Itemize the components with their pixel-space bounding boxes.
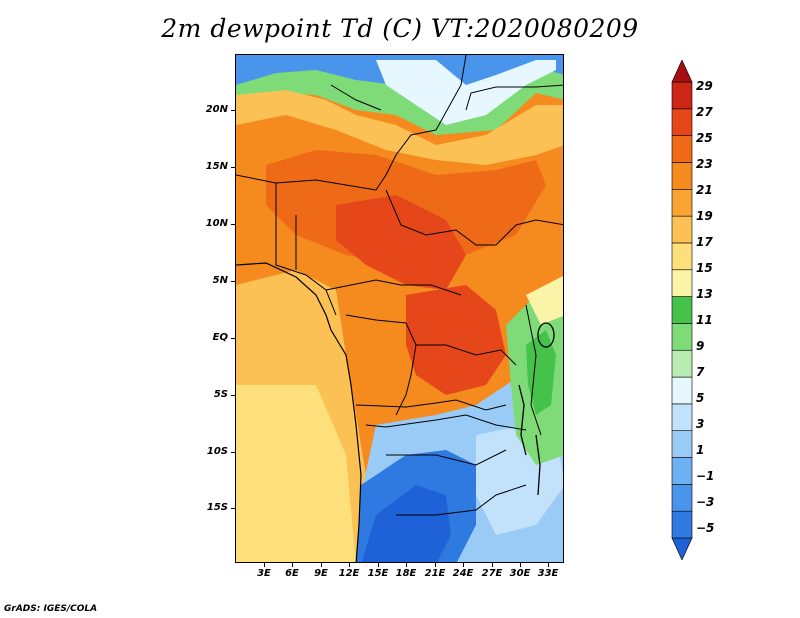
- lon-label: 15E: [367, 568, 389, 579]
- lon-label: 6E: [285, 568, 299, 579]
- colorbar-label: 13: [696, 287, 713, 301]
- colorbar-segment: [671, 537, 693, 561]
- lon-label: 3E: [257, 568, 271, 579]
- colorbar-label: −5: [696, 521, 715, 535]
- colorbar-segment: [671, 215, 693, 244]
- lon-tick: [492, 563, 493, 567]
- lon-tick: [435, 563, 436, 567]
- colorbar-label: 27: [696, 105, 713, 119]
- lat-label: 10S: [206, 446, 228, 457]
- lon-label: 12E: [338, 568, 360, 579]
- north-pale-band: [376, 60, 556, 125]
- lon-label: 30E: [509, 568, 531, 579]
- lat-tick: [231, 281, 235, 282]
- colorbar-segment: [671, 510, 693, 539]
- lat-tick: [231, 395, 235, 396]
- colorbar-segment: [671, 403, 693, 432]
- colorbar-label: 17: [696, 235, 713, 249]
- colorbar-label: 1: [696, 443, 705, 457]
- colorbar-segment: [671, 296, 693, 324]
- colorbar-segment: [671, 188, 693, 217]
- lakes: [518, 322, 555, 496]
- colorbar-label: 19: [696, 209, 713, 223]
- lon-tick: [378, 563, 379, 567]
- lat-label: 10N: [205, 218, 228, 229]
- lon-tick: [292, 563, 293, 567]
- lat-label: 15N: [205, 161, 228, 172]
- colorbar-label: 21: [696, 183, 713, 197]
- colorbar-label: 5: [696, 391, 705, 405]
- colorbar-segment: [671, 135, 693, 163]
- colorbar-label: 23: [696, 157, 713, 171]
- colorbar-label: 15: [696, 261, 713, 275]
- colorbar-label: 3: [696, 417, 705, 431]
- colorbar-segment: [671, 323, 693, 351]
- lon-label: 9E: [314, 568, 328, 579]
- colorbar-segment: [671, 108, 693, 136]
- colorbar-label: −1: [696, 469, 715, 483]
- hot-core-congo: [406, 285, 506, 395]
- north-yellow-band: [236, 90, 563, 165]
- colorbar-segment: [671, 59, 693, 83]
- lon-tick: [548, 563, 549, 567]
- colorbar-segment: [671, 81, 693, 110]
- lon-label: 21E: [424, 568, 446, 579]
- lon-tick: [463, 563, 464, 567]
- lon-tick: [520, 563, 521, 567]
- country-borders: [236, 55, 563, 516]
- lat-label: 5N: [212, 275, 228, 286]
- lat-tick: [231, 338, 235, 339]
- colorbar-label: 9: [696, 339, 705, 353]
- east-highlands-dark: [526, 330, 556, 415]
- lat-tick: [231, 224, 235, 225]
- colorbar-segment: [671, 430, 693, 458]
- colorbar-segment: [671, 349, 693, 378]
- lat-label: 20N: [205, 104, 228, 115]
- colorbar-segment: [671, 162, 693, 190]
- lat-label: 5S: [213, 389, 228, 400]
- colorbar-segment: [671, 457, 693, 485]
- lon-label: 24E: [452, 568, 474, 579]
- colorbar-label: 7: [696, 365, 705, 379]
- colorbar-segment: [671, 269, 693, 297]
- map-title: 2m dewpoint Td (C) VT:2020080209: [161, 14, 639, 43]
- lon-tick: [321, 563, 322, 567]
- lon-label: 33E: [537, 568, 559, 579]
- east-yellow-patch: [526, 276, 563, 325]
- lat-tick: [231, 167, 235, 168]
- southwest-pale-field: [236, 385, 356, 562]
- lat-tick: [231, 452, 235, 453]
- colorbar-label: 11: [696, 313, 713, 327]
- credit-text: GrADS: IGES/COLA: [4, 604, 98, 614]
- lon-tick: [264, 563, 265, 567]
- lon-label: 27E: [481, 568, 503, 579]
- lon-tick: [349, 563, 350, 567]
- colorbar-label: 29: [696, 79, 713, 93]
- lat-tick: [231, 508, 235, 509]
- colorbar: [670, 59, 694, 564]
- lon-label: 18E: [395, 568, 417, 579]
- dewpoint-map: [235, 54, 564, 563]
- colorbar-label: 25: [696, 131, 713, 145]
- colorbar-label: −3: [696, 495, 715, 509]
- lat-label: 15S: [206, 502, 228, 513]
- lat-label: EQ: [212, 332, 228, 343]
- colorbar-segment: [671, 484, 693, 512]
- coastline: [236, 262, 362, 562]
- lon-tick: [406, 563, 407, 567]
- hot-core-central: [336, 195, 466, 290]
- colorbar-segment: [671, 376, 693, 405]
- colorbar-segment: [671, 242, 693, 271]
- lat-tick: [231, 110, 235, 111]
- south-deep-blue: [361, 485, 451, 562]
